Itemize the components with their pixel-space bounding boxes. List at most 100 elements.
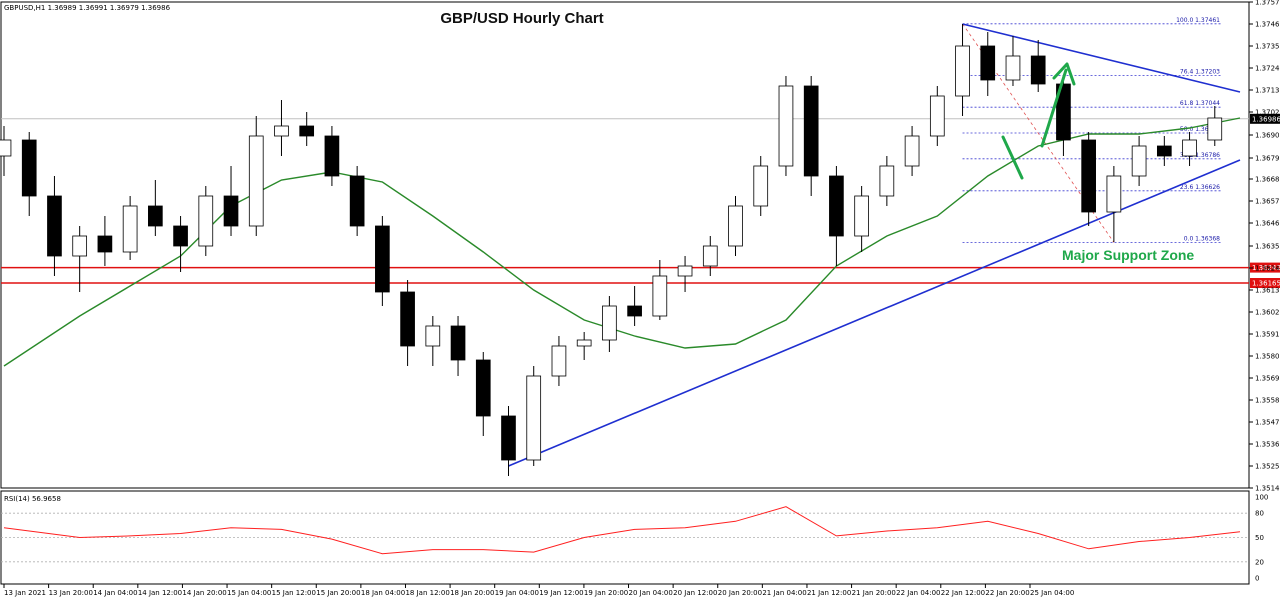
candle-body — [702, 245, 718, 267]
candle-body — [72, 235, 88, 257]
price-tick-label: 1.36020 — [1255, 309, 1280, 317]
support-price-tag — [1250, 278, 1280, 288]
fib-level-label: 50.0 1.36915 — [1180, 126, 1220, 133]
candle-body — [375, 225, 390, 293]
time-tick-label: 19 Jan 20:00 — [584, 589, 628, 597]
symbol-header: GBPUSD,H1 1.36989 1.36991 1.36979 1.3698… — [4, 4, 171, 12]
price-tick-label: 1.36350 — [1255, 243, 1280, 251]
candle-body — [324, 135, 340, 177]
resistance-trendline — [962, 23, 1241, 93]
price-tick-label: 1.36240 — [1255, 265, 1280, 273]
time-tick-label: 14 Jan 04:00 — [93, 589, 137, 597]
candle-body — [829, 175, 844, 237]
support-price-label: 1.36165 — [1252, 280, 1280, 288]
time-tick-label: 21 Jan 20:00 — [852, 589, 896, 597]
candle-body — [274, 125, 289, 137]
price-tick-label: 1.37460 — [1255, 21, 1280, 29]
time-tick-label: 20 Jan 12:00 — [673, 589, 717, 597]
rsi-tick-label: 0 — [1255, 575, 1259, 583]
support-price-label: 1.36242 — [1252, 264, 1280, 272]
candle-body — [501, 415, 516, 461]
candle-body — [248, 135, 264, 227]
axes-layer: 1.37570 1.37460 1.37350 1.37240 1.37130 1.370… — [3, 0, 1280, 597]
candle-body — [148, 205, 163, 227]
price-tick-label: 1.35690 — [1255, 375, 1280, 383]
price-tick-label: 1.36575 — [1255, 198, 1280, 206]
price-tick-label: 1.36905 — [1255, 132, 1280, 140]
price-tick-label: 1.35360 — [1255, 441, 1280, 449]
time-tick-label: 18 Jan 04:00 — [361, 589, 405, 597]
rsi-layer — [1, 506, 1249, 563]
candle-body — [21, 139, 37, 197]
time-tick-label: 15 Jan 12:00 — [272, 589, 316, 597]
price-tick-label: 1.35800 — [1255, 353, 1280, 361]
current-price-tag — [1250, 113, 1280, 124]
candle-body — [122, 205, 138, 253]
candle-body — [1207, 117, 1223, 141]
main-pane-border — [0, 1, 1250, 489]
rsi-tick-label: 80 — [1255, 510, 1264, 518]
candle-body — [778, 85, 794, 167]
candle-body — [1030, 55, 1046, 85]
time-tick-label: 14 Jan 12:00 — [138, 589, 182, 597]
candle-body — [1131, 145, 1147, 177]
time-tick-label: 21 Jan 12:00 — [807, 589, 851, 597]
price-tick-label: 1.35910 — [1255, 331, 1280, 339]
rsi-tick-label: 50 — [1255, 534, 1264, 542]
candle-body — [97, 235, 113, 253]
time-tick-label: 20 Jan 20:00 — [718, 589, 762, 597]
candle-body — [1056, 83, 1071, 141]
candle-body — [526, 375, 542, 461]
fib-level-label: 61.8 1.37044 — [1180, 100, 1220, 107]
fib-level-label: 23.6 1.36626 — [1180, 184, 1220, 191]
candle-body — [47, 195, 62, 257]
candle-body — [173, 225, 188, 247]
chart-title: GBP/USD Hourly Chart — [440, 10, 603, 27]
time-tick-label: 20 Jan 04:00 — [629, 589, 673, 597]
candle-body — [1005, 55, 1021, 81]
candle-body — [854, 195, 869, 237]
time-tick-label: 18 Jan 12:00 — [405, 589, 449, 597]
candle-body — [602, 305, 617, 341]
candles-layer — [0, 24, 1223, 476]
price-tick-label: 1.35580 — [1255, 397, 1280, 405]
candle-body — [803, 85, 819, 177]
candle-body — [627, 305, 642, 317]
candle-body — [349, 175, 365, 227]
candle-body — [450, 325, 466, 361]
candle-body — [551, 345, 567, 377]
rsi-tick-label: 100 — [1255, 494, 1268, 502]
candle-body — [904, 135, 920, 167]
rsi-tick-label: 20 — [1255, 558, 1264, 566]
major-support-zone-label: Major Support Zone — [1062, 247, 1194, 263]
time-tick-label: 18 Jan 20:00 — [450, 589, 494, 597]
time-tick-label: 22 Jan 12:00 — [941, 589, 985, 597]
time-tick-label: 15 Jan 04:00 — [227, 589, 271, 597]
candle-body — [955, 45, 970, 97]
candle-body — [677, 265, 693, 277]
time-tick-label: 22 Jan 20:00 — [985, 589, 1029, 597]
candle-body — [929, 95, 945, 137]
price-tick-label: 1.36790 — [1255, 155, 1280, 163]
fib-level-label: 0.0 1.36368 — [1184, 235, 1220, 242]
candle-body — [753, 165, 769, 207]
current-price-label: 1.36986 — [1252, 115, 1280, 123]
projection-arrow-head — [1052, 62, 1076, 86]
arrows-layer — [1001, 62, 1076, 180]
price-tick-label: 1.37020 — [1255, 109, 1280, 117]
time-tick-label: 13 Jan 2021 — [4, 589, 46, 597]
price-tick-label: 1.37570 — [1255, 0, 1280, 7]
time-tick-label: 14 Jan 20:00 — [182, 589, 226, 597]
price-tick-label: 1.36685 — [1255, 176, 1280, 184]
fib-level-label: 100.0 1.37461 — [1176, 17, 1220, 24]
price-tick-label: 1.35140 — [1255, 485, 1280, 493]
candle-body — [223, 195, 239, 227]
price-tick-label: 1.37130 — [1255, 87, 1280, 95]
projection-up-segment — [1040, 68, 1068, 148]
fib-level-label: 38.2 1.36786 — [1180, 152, 1220, 159]
candle-body — [980, 45, 996, 81]
candle-body — [1106, 175, 1122, 213]
candle-body — [299, 125, 315, 137]
